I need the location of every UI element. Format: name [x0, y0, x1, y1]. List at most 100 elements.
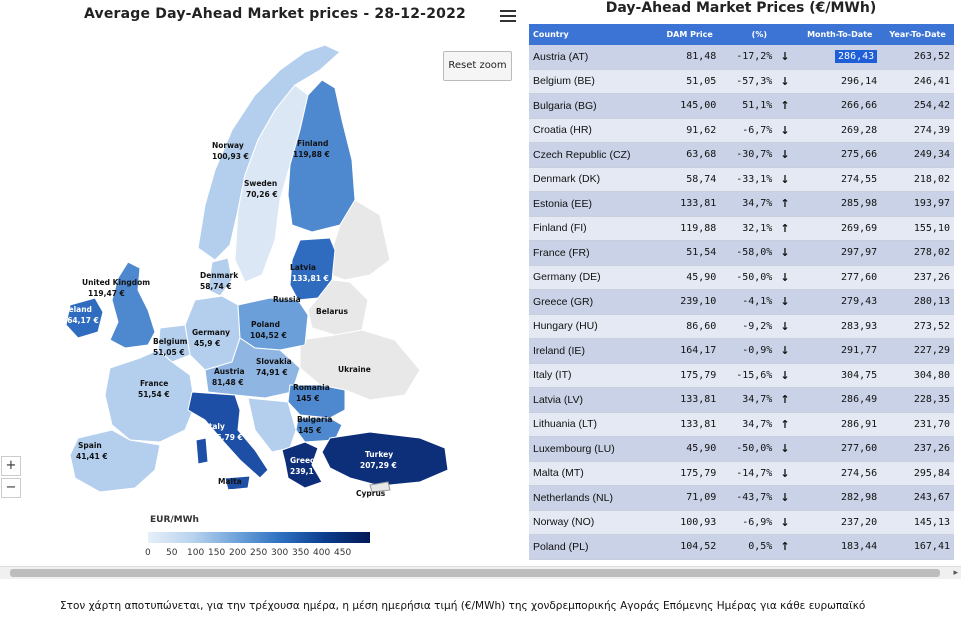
header-country[interactable]: Country — [529, 24, 659, 45]
country-italy[interactable] — [187, 391, 269, 479]
europe-map[interactable]: Norway 100,93 € Finland 119,88 € Sweden … — [0, 0, 526, 566]
dam-price-cell[interactable]: 45,90 — [659, 265, 721, 290]
country-norway[interactable] — [197, 44, 341, 261]
percent-cell: -50,0% — [720, 436, 777, 462]
dam-price-cell[interactable]: 51,54 — [659, 240, 721, 266]
table-row[interactable]: Denmark (DK) 58,74 -33,1% ↓ 274,55 218,02 — [529, 167, 954, 192]
zoom-out-button[interactable]: − — [1, 478, 21, 498]
country-cell: Bulgaria (BG) — [529, 93, 659, 119]
month-to-date-cell[interactable]: 283,93 — [798, 314, 882, 339]
month-to-date-cell[interactable]: 266,66 — [798, 93, 882, 119]
table-row[interactable]: France (FR) 51,54 -58,0% ↓ 297,97 278,02 — [529, 240, 954, 266]
month-to-date-cell[interactable]: 304,75 — [798, 363, 882, 388]
table-row[interactable]: Hungary (HU) 86,60 -9,2% ↓ 283,93 273,52 — [529, 314, 954, 339]
country-france[interactable] — [104, 349, 196, 443]
dam-price-cell[interactable]: 164,17 — [659, 338, 721, 364]
dam-price-cell[interactable]: 63,68 — [659, 142, 721, 168]
dam-price-cell[interactable]: 51,05 — [659, 69, 721, 94]
table-row[interactable]: Ireland (IE) 164,17 -0,9% ↓ 291,77 227,29 — [529, 338, 954, 364]
dam-price-cell[interactable]: 133,81 — [659, 412, 721, 437]
header-month-to-date[interactable]: Month-To-Date — [798, 24, 882, 45]
table-row[interactable]: Lithuania (LT) 133,81 34,7% ↑ 286,91 231,70 — [529, 412, 954, 437]
legend-title: EUR/MWh — [150, 515, 199, 525]
table-row[interactable]: Croatia (HR) 91,62 -6,7% ↓ 269,28 274,39 — [529, 118, 954, 143]
table-row[interactable]: Belgium (BE) 51,05 -57,3% ↓ 296,14 246,41 — [529, 69, 954, 94]
percent-cell: -4,1% — [720, 289, 777, 315]
scrollbar-thumb[interactable] — [10, 569, 940, 577]
country-uk[interactable] — [109, 261, 156, 349]
country-balkans[interactable] — [247, 397, 297, 453]
table-row[interactable]: Bulgaria (BG) 145,00 51,1% ↑ 266,66 254,42 — [529, 93, 954, 119]
table-row[interactable]: Netherlands (NL) 71,09 -43,7% ↓ 282,98 243,67 — [529, 485, 954, 511]
hamburger-menu-icon[interactable] — [500, 10, 516, 24]
month-to-date-cell[interactable]: 237,20 — [798, 510, 882, 535]
label-latvia-value: 133,81 € — [292, 274, 329, 283]
country-greece[interactable] — [281, 441, 323, 489]
table-row[interactable]: Latvia (LV) 133,81 34,7% ↑ 286,49 228,35 — [529, 387, 954, 413]
dam-price-cell[interactable]: 71,09 — [659, 485, 721, 511]
country-denmark[interactable] — [207, 257, 233, 297]
dam-price-cell[interactable]: 133,81 — [659, 191, 721, 217]
table-row[interactable]: Greece (GR) 239,10 -4,1% ↓ 279,43 280,13 — [529, 289, 954, 315]
dam-price-cell[interactable]: 145,00 — [659, 93, 721, 119]
dam-price-cell[interactable]: 86,60 — [659, 314, 721, 339]
dam-price-cell[interactable]: 81,48 — [659, 45, 721, 70]
country-sicily[interactable] — [224, 475, 251, 491]
table-row[interactable]: Italy (IT) 175,79 -15,6% ↓ 304,75 304,80 — [529, 363, 954, 388]
table-row[interactable]: Czech Republic (CZ) 63,68 -30,7% ↓ 275,66 249… — [529, 142, 954, 168]
header-dam-price[interactable]: DAM Price — [659, 24, 721, 45]
horizontal-scrollbar[interactable]: ▸ — [0, 566, 961, 579]
dam-price-cell[interactable]: 119,88 — [659, 216, 721, 241]
month-to-date-cell[interactable]: 291,77 — [798, 338, 882, 364]
dam-price-cell[interactable]: 175,79 — [659, 461, 721, 486]
zoom-in-button[interactable]: + — [1, 456, 21, 476]
month-to-date-cell[interactable]: 183,44 — [798, 534, 882, 560]
selected-cell-value[interactable]: 286,43 — [835, 50, 878, 64]
country-sardinia[interactable] — [195, 437, 209, 465]
month-to-date-cell[interactable]: 285,98 — [798, 191, 882, 217]
dam-price-cell[interactable]: 91,62 — [659, 118, 721, 143]
scroll-right-arrow-icon[interactable]: ▸ — [953, 568, 958, 578]
reset-zoom-button[interactable]: Reset zoom — [443, 51, 512, 81]
month-to-date-cell[interactable]: 275,66 — [798, 142, 882, 168]
dam-price-cell[interactable]: 45,90 — [659, 436, 721, 462]
dam-price-cell[interactable]: 239,10 — [659, 289, 721, 315]
month-to-date-cell[interactable]: 286,43 — [798, 45, 882, 70]
month-to-date-cell[interactable]: 269,28 — [798, 118, 882, 143]
month-to-date-cell[interactable]: 274,55 — [798, 167, 882, 192]
table-row[interactable]: Germany (DE) 45,90 -50,0% ↓ 277,60 237,26 — [529, 265, 954, 290]
table-row[interactable]: Norway (NO) 100,93 -6,9% ↓ 237,20 145,13 — [529, 510, 954, 535]
dam-price-cell[interactable]: 58,74 — [659, 167, 721, 192]
header-year-to-date[interactable]: Year-To-Date — [881, 24, 954, 45]
country-romania[interactable] — [287, 384, 346, 419]
month-to-date-cell[interactable]: 277,60 — [798, 436, 882, 462]
month-to-date-cell[interactable]: 282,98 — [798, 485, 882, 511]
month-to-date-cell[interactable]: 297,97 — [798, 240, 882, 266]
arrow-down-icon: ↓ — [776, 69, 799, 94]
month-to-date-cell[interactable]: 296,14 — [798, 69, 882, 94]
month-to-date-cell[interactable]: 286,49 — [798, 387, 882, 413]
country-spain[interactable] — [69, 429, 161, 493]
dam-price-cell[interactable]: 100,93 — [659, 510, 721, 535]
dam-price-cell[interactable]: 175,79 — [659, 363, 721, 388]
table-row[interactable]: Malta (MT) 175,79 -14,7% ↓ 274,56 295,84 — [529, 461, 954, 486]
legend-tick: 300 — [271, 548, 289, 558]
table-row[interactable]: Austria (AT) 81,48 -17,2% ↓ 286,43 263,52 — [529, 45, 954, 70]
month-to-date-cell[interactable]: 274,56 — [798, 461, 882, 486]
month-to-date-cell[interactable]: 277,60 — [798, 265, 882, 290]
month-to-date-cell[interactable]: 279,43 — [798, 289, 882, 315]
month-to-date-cell[interactable]: 269,69 — [798, 216, 882, 241]
table-row[interactable]: Luxembourg (LU) 45,90 -50,0% ↓ 277,60 237,26 — [529, 436, 954, 462]
header-percent[interactable]: (%) — [720, 24, 799, 45]
dam-price-cell[interactable]: 133,81 — [659, 387, 721, 413]
table-body: Austria (AT) 81,48 -17,2% ↓ 286,43 263,52 Belg… — [529, 45, 954, 560]
table-row[interactable]: Estonia (EE) 133,81 34,7% ↑ 285,98 193,97 — [529, 191, 954, 217]
country-ireland[interactable] — [65, 297, 104, 339]
country-benelux[interactable] — [157, 324, 191, 363]
table-row[interactable]: Finland (FI) 119,88 32,1% ↑ 269,69 155,10 — [529, 216, 954, 241]
month-to-date-cell[interactable]: 286,91 — [798, 412, 882, 437]
country-turkey[interactable] — [321, 431, 449, 487]
label-france-name: France — [140, 379, 168, 388]
table-row[interactable]: Poland (PL) 104,52 0,5% ↑ 183,44 167,41 — [529, 534, 954, 560]
dam-price-cell[interactable]: 104,52 — [659, 534, 721, 560]
